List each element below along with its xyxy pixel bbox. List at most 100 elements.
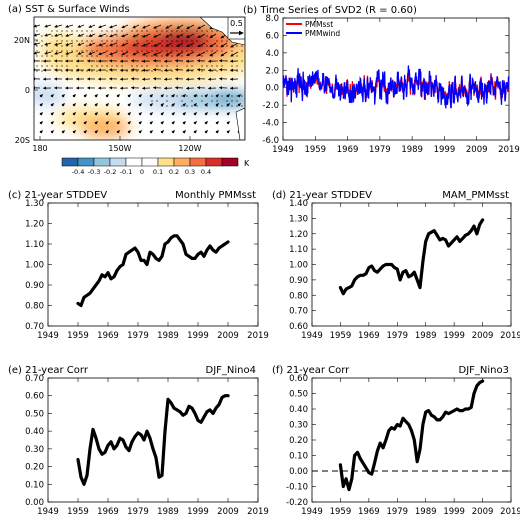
colorbar-tick-label: 0.3 bbox=[185, 168, 195, 176]
wind-vector bbox=[204, 112, 208, 116]
stipple-dot bbox=[191, 50, 193, 52]
stipple-dot bbox=[211, 100, 213, 102]
wind-vector bbox=[176, 24, 184, 29]
wind-vector bbox=[39, 103, 43, 107]
colorbar-swatch bbox=[221, 157, 239, 167]
stipple-dot bbox=[236, 65, 238, 67]
wind-vector bbox=[50, 94, 54, 98]
stipple-dot bbox=[106, 55, 108, 57]
stipple-dot bbox=[41, 65, 43, 67]
stipple-dot bbox=[151, 40, 153, 42]
wind-vector bbox=[237, 94, 241, 98]
wind-vector bbox=[176, 51, 184, 56]
panel-a-title: (a) SST & Surface Winds bbox=[8, 4, 130, 15]
colorbar-tick-label: 0 bbox=[140, 168, 144, 176]
wind-vector bbox=[127, 94, 131, 98]
stipple-dot bbox=[186, 35, 188, 37]
stipple-dot bbox=[66, 70, 68, 72]
stipple-dot bbox=[166, 50, 168, 52]
stipple-dot bbox=[216, 50, 218, 52]
lon-tick-label: 120W bbox=[178, 144, 201, 153]
stipple-dot bbox=[46, 50, 48, 52]
y-tick-label: 2.0 bbox=[265, 66, 279, 76]
stipple-dot bbox=[156, 100, 158, 102]
stipple-dot bbox=[226, 40, 228, 42]
x-tick-label: 1989 bbox=[401, 145, 423, 155]
x-tick-label: 1959 bbox=[330, 507, 352, 517]
colorbar-swatch bbox=[77, 157, 95, 167]
stipple-dot bbox=[41, 55, 43, 57]
wind-vector bbox=[153, 24, 162, 29]
x-tick-label: 1999 bbox=[187, 507, 209, 517]
stipple-dot bbox=[111, 45, 113, 47]
stipple-dot bbox=[106, 35, 108, 37]
stipple-dot bbox=[156, 50, 158, 52]
stipple-dot bbox=[211, 50, 213, 52]
wind-vector bbox=[98, 51, 107, 56]
stipple-dot bbox=[191, 70, 193, 72]
stipple-dot bbox=[156, 55, 158, 57]
wind-vector bbox=[105, 94, 109, 98]
wind-vector bbox=[204, 130, 208, 134]
stipple-dot bbox=[61, 45, 63, 47]
stipple-dot bbox=[166, 100, 168, 102]
stipple-dot bbox=[106, 60, 108, 62]
stipple-dot bbox=[76, 55, 78, 57]
wind-vector bbox=[186, 42, 195, 47]
y-tick-label: 0.20 bbox=[289, 436, 308, 446]
wind-vector bbox=[98, 42, 107, 47]
stipple-dot bbox=[81, 55, 83, 57]
y-tick-label: 0.10 bbox=[25, 480, 44, 490]
wind-vector bbox=[142, 33, 151, 38]
wind-vector bbox=[176, 33, 184, 38]
stipple-dot bbox=[146, 40, 148, 42]
stipple-dot bbox=[181, 50, 183, 52]
stipple-dot bbox=[221, 40, 223, 42]
stipple-dot bbox=[71, 50, 73, 52]
stipple-dot bbox=[101, 65, 103, 67]
wind-vector bbox=[105, 121, 109, 125]
wind-vector bbox=[121, 51, 129, 56]
stipple-dot bbox=[186, 105, 188, 107]
wind-vector bbox=[171, 130, 175, 134]
stipple-dot bbox=[196, 30, 198, 32]
wind-vector bbox=[121, 33, 129, 38]
colorbar-swatch bbox=[61, 157, 79, 167]
wind-vector bbox=[132, 42, 140, 47]
stipple-dot bbox=[221, 95, 223, 97]
stipple-dot bbox=[166, 65, 168, 67]
stipple-dot bbox=[121, 30, 123, 32]
legend-label: PMMwind bbox=[305, 29, 340, 38]
stipple-dot bbox=[141, 30, 143, 32]
stipple-dot bbox=[36, 70, 38, 72]
stipple-dot bbox=[41, 40, 43, 42]
x-tick-label: 2009 bbox=[466, 145, 488, 155]
stipple-dot bbox=[126, 55, 128, 57]
lon-tick-label: 150W bbox=[108, 144, 131, 153]
stipple-dot bbox=[56, 40, 58, 42]
stipple-dot bbox=[171, 30, 173, 32]
wind-vector bbox=[109, 33, 118, 38]
panel-title: (d) 21-year STDDEV bbox=[272, 190, 372, 201]
wind-vector bbox=[116, 112, 120, 116]
stipple-dot bbox=[186, 50, 188, 52]
wind-vector bbox=[44, 42, 52, 46]
wind-vector bbox=[72, 103, 76, 107]
stipple-dot bbox=[146, 50, 148, 52]
panel-d-stddev-mam: (d) 21-year STDDEV MAM_PMMsst 0.60 0.70 0.80… bbox=[272, 190, 520, 341]
y-tick-label: 6.0 bbox=[265, 31, 279, 41]
y-tick-label: 1.20 bbox=[25, 220, 44, 230]
stipple-dot bbox=[156, 30, 158, 32]
stipple-dot bbox=[81, 70, 83, 72]
stipple-dot bbox=[201, 30, 203, 32]
wind-vector bbox=[127, 130, 131, 134]
stipple-dot bbox=[216, 45, 218, 47]
x-tick-label: 1969 bbox=[358, 331, 380, 341]
wind-vector bbox=[132, 24, 140, 29]
y-tick-label: 1.20 bbox=[289, 230, 308, 240]
x-tick-label: 1949 bbox=[301, 507, 323, 517]
wind-vector bbox=[149, 112, 153, 116]
stipple-dot bbox=[96, 55, 98, 57]
wind-vector bbox=[72, 94, 76, 98]
